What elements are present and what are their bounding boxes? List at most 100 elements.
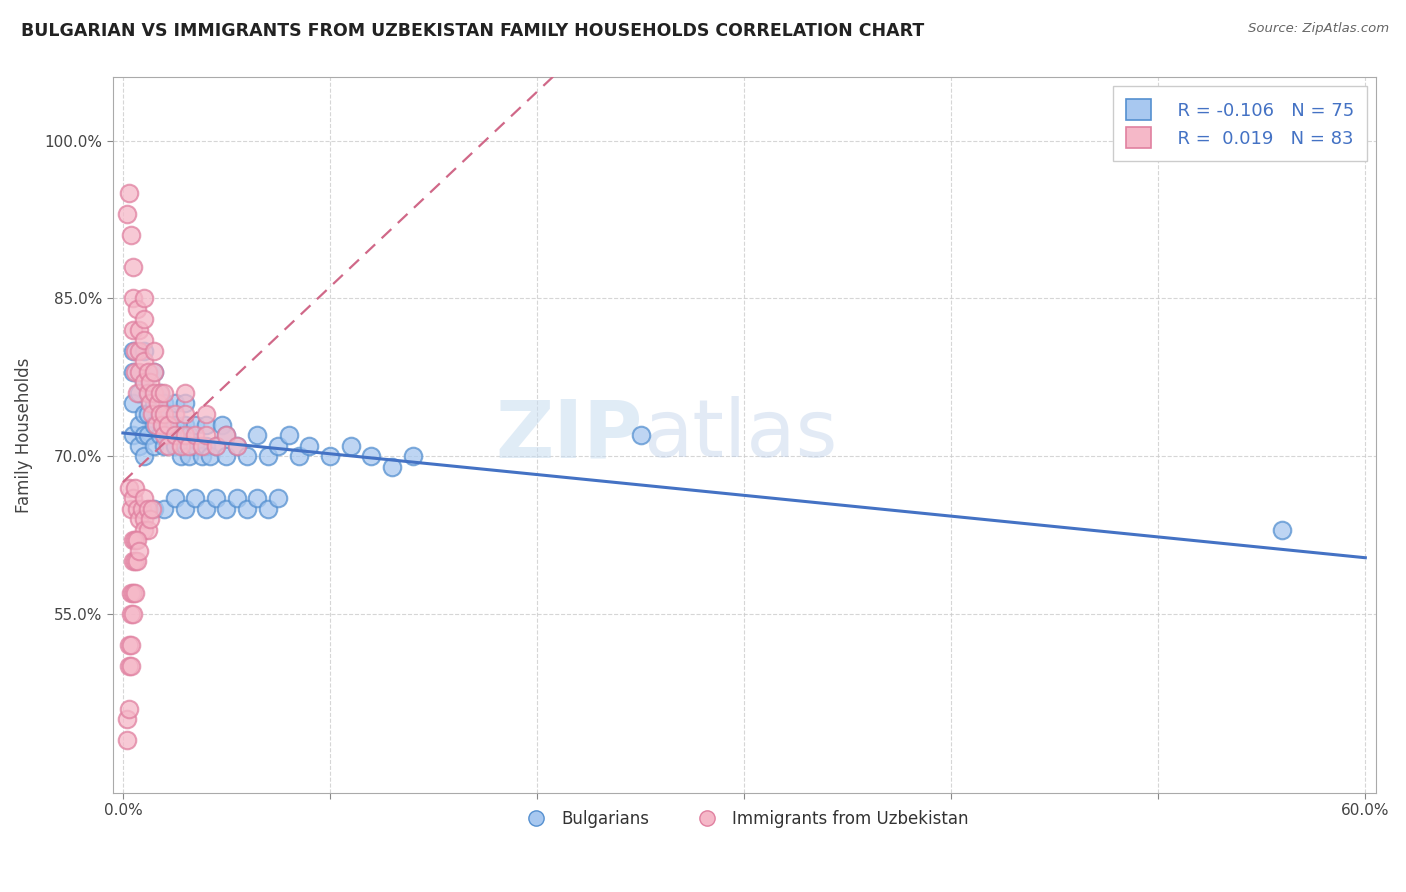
Point	[122, 554, 145, 568]
Point	[157, 407, 180, 421]
Point	[124, 533, 146, 548]
Point	[136, 407, 159, 421]
Point	[128, 365, 150, 379]
Point	[128, 439, 150, 453]
Point	[132, 291, 155, 305]
Point	[142, 501, 165, 516]
Point	[174, 501, 197, 516]
Point	[246, 428, 269, 442]
Point	[149, 386, 172, 401]
Point	[145, 417, 167, 432]
Point	[136, 365, 159, 379]
Point	[174, 439, 197, 453]
Point	[150, 417, 173, 432]
Text: BULGARIAN VS IMMIGRANTS FROM UZBEKISTAN FAMILY HOUSEHOLDS CORRELATION CHART: BULGARIAN VS IMMIGRANTS FROM UZBEKISTAN …	[21, 22, 924, 40]
Point	[194, 417, 217, 432]
Point	[124, 481, 146, 495]
Point	[132, 354, 155, 368]
Point	[319, 449, 342, 463]
Point	[120, 607, 142, 621]
Point	[198, 449, 221, 463]
Point	[149, 428, 172, 442]
Point	[170, 449, 193, 463]
Point	[127, 301, 149, 316]
Point	[120, 639, 142, 653]
Point	[122, 491, 145, 505]
Point	[132, 428, 155, 442]
Point	[360, 449, 382, 463]
Point	[146, 396, 169, 410]
Point	[122, 343, 145, 358]
Point	[339, 439, 361, 453]
Point	[163, 439, 186, 453]
Point	[136, 501, 159, 516]
Point	[163, 491, 186, 505]
Legend: Bulgarians, Immigrants from Uzbekistan: Bulgarians, Immigrants from Uzbekistan	[513, 803, 976, 834]
Point	[141, 407, 163, 421]
Point	[170, 439, 193, 453]
Point	[215, 428, 238, 442]
Point	[122, 396, 145, 410]
Point	[120, 501, 142, 516]
Point	[190, 439, 212, 453]
Text: atlas: atlas	[643, 396, 838, 474]
Point	[157, 428, 180, 442]
Point	[142, 365, 165, 379]
Point	[142, 365, 165, 379]
Point	[194, 501, 217, 516]
Point	[136, 386, 159, 401]
Point	[256, 449, 278, 463]
Point	[122, 260, 145, 274]
Point	[153, 407, 176, 421]
Point	[118, 659, 141, 673]
Point	[630, 428, 652, 442]
Point	[163, 407, 186, 421]
Point	[139, 512, 162, 526]
Point	[118, 186, 141, 201]
Point	[205, 439, 228, 453]
Point	[122, 291, 145, 305]
Point	[132, 523, 155, 537]
Point	[381, 459, 404, 474]
Point	[136, 523, 159, 537]
Point	[124, 343, 146, 358]
Point	[128, 343, 150, 358]
Point	[132, 376, 155, 390]
Point	[225, 491, 247, 505]
Point	[236, 449, 259, 463]
Point	[211, 417, 233, 432]
Point	[120, 228, 142, 243]
Point	[127, 533, 149, 548]
Point	[215, 501, 238, 516]
Point	[124, 586, 146, 600]
Point	[142, 396, 165, 410]
Point	[139, 376, 162, 390]
Point	[153, 501, 176, 516]
Point	[179, 449, 201, 463]
Point	[149, 407, 172, 421]
Point	[120, 586, 142, 600]
Point	[122, 428, 145, 442]
Point	[122, 607, 145, 621]
Point	[174, 386, 197, 401]
Point	[179, 428, 201, 442]
Point	[288, 449, 311, 463]
Point	[128, 386, 150, 401]
Point	[120, 659, 142, 673]
Point	[131, 501, 153, 516]
Point	[205, 491, 228, 505]
Point	[132, 334, 155, 348]
Point	[267, 491, 290, 505]
Point	[194, 407, 217, 421]
Point	[215, 428, 238, 442]
Point	[225, 439, 247, 453]
Point	[139, 396, 162, 410]
Point	[402, 449, 425, 463]
Point	[136, 386, 159, 401]
Point	[194, 439, 217, 453]
Point	[132, 343, 155, 358]
Point	[132, 449, 155, 463]
Point	[163, 428, 186, 442]
Point	[127, 386, 149, 401]
Y-axis label: Family Households: Family Households	[15, 358, 32, 513]
